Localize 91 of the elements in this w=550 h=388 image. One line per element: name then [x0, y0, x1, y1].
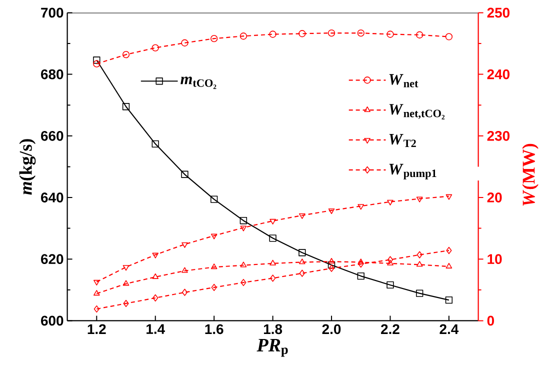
- y-tick-label: 620: [41, 254, 64, 264]
- x-tick-label: 1.2: [88, 324, 106, 334]
- point: [210, 196, 218, 203]
- point: [270, 260, 276, 266]
- point: [210, 234, 218, 240]
- point: [416, 31, 424, 38]
- x-tick-label: 1.8: [264, 324, 282, 334]
- point: [240, 32, 248, 40]
- point: [446, 262, 452, 268]
- point: [386, 281, 394, 289]
- point: [182, 288, 188, 296]
- point: [270, 218, 276, 224]
- point: [152, 273, 159, 279]
- point: [240, 262, 247, 268]
- point: [416, 290, 424, 297]
- point: [269, 30, 276, 38]
- y3-tick-label: 0: [487, 316, 494, 326]
- point: [211, 284, 217, 292]
- point: [240, 217, 248, 224]
- point: [299, 213, 306, 219]
- y2-axis-title: W(MW): [522, 144, 538, 206]
- point: [94, 280, 100, 286]
- point: [298, 30, 306, 38]
- point: [181, 170, 188, 178]
- y-tick-label: 640: [41, 192, 64, 202]
- point: [122, 265, 130, 271]
- legend-label: m$_{tCO₂}$: [180, 76, 216, 89]
- point: [358, 204, 364, 210]
- point: [152, 140, 159, 148]
- point: [445, 33, 453, 40]
- legend-label: W$_{pump1}$: [389, 164, 436, 180]
- x-tick-label: 1.6: [205, 324, 224, 334]
- legend-label: W$_{net,tCO₂}$: [389, 104, 445, 120]
- point: [387, 256, 394, 264]
- x-tick-label: 2.2: [381, 324, 400, 334]
- point: [416, 251, 422, 258]
- point: [181, 39, 188, 46]
- point: [328, 29, 336, 37]
- point: [386, 30, 394, 38]
- point: [182, 242, 188, 248]
- y-axis-title: m(kg/s): [19, 139, 36, 195]
- point: [210, 34, 218, 42]
- point: [240, 226, 247, 232]
- point: [122, 51, 130, 58]
- point: [357, 29, 364, 37]
- x-tick-label: 2.0: [322, 324, 341, 334]
- legend-label: W$_{T2}$: [389, 134, 416, 148]
- y-tick-label: 600: [41, 316, 64, 326]
- point: [93, 60, 100, 68]
- y-tick-label: 700: [41, 8, 64, 18]
- point: [94, 290, 100, 296]
- point: [416, 261, 423, 267]
- point: [182, 267, 188, 273]
- point: [298, 249, 306, 256]
- x-tick-label: 1.4: [146, 324, 165, 334]
- point: [358, 260, 364, 268]
- point: [152, 252, 159, 258]
- point: [358, 258, 364, 264]
- y-tick-label: 680: [41, 69, 64, 80]
- point: [299, 258, 306, 264]
- point: [445, 296, 453, 304]
- y-tick-label: 660: [41, 130, 64, 141]
- y3-tick-label: 20: [487, 192, 502, 202]
- point: [152, 294, 158, 302]
- point: [387, 260, 394, 266]
- y3-tick-label: 10: [488, 254, 502, 264]
- point: [328, 208, 335, 214]
- point: [122, 103, 130, 110]
- point: [93, 56, 100, 64]
- point: [299, 270, 305, 277]
- y2-tick-label: 250: [487, 8, 510, 18]
- point: [94, 305, 100, 313]
- point: [270, 274, 276, 282]
- point: [123, 300, 129, 308]
- point: [416, 196, 423, 202]
- point: [328, 264, 334, 272]
- point: [122, 280, 130, 286]
- x-axis-title: PR$_{p}$: [256, 338, 288, 357]
- point: [269, 234, 276, 242]
- legend-label: W$_{net}$: [389, 74, 418, 88]
- y2-tick-label: 240: [487, 69, 510, 80]
- point: [446, 194, 452, 200]
- x-tick-label: 2.4: [440, 324, 459, 334]
- point: [328, 258, 335, 264]
- point: [152, 44, 159, 52]
- point: [210, 264, 218, 270]
- point: [240, 278, 246, 286]
- point: [357, 272, 364, 280]
- point: [387, 200, 394, 206]
- point: [446, 246, 452, 254]
- y2-tick-label: 230: [487, 130, 510, 141]
